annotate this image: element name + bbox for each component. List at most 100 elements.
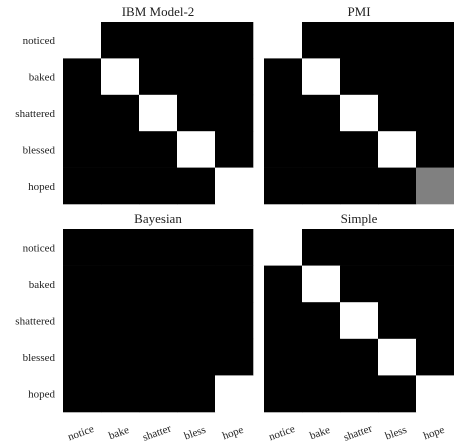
column-label: bake: [107, 424, 131, 442]
heatmap-cell: [139, 229, 178, 266]
heatmap-cell: [302, 302, 341, 340]
heatmap-cell: [139, 58, 178, 96]
heatmap-cell: [302, 338, 341, 376]
heatmap-cell: [416, 229, 454, 266]
row-label: blessed: [23, 352, 56, 364]
column-label: shatter: [342, 422, 374, 443]
row-label: shattered: [15, 108, 55, 120]
heatmap-cell: [63, 302, 102, 340]
heatmap-cell: [101, 22, 140, 59]
heatmap-panel: PMI: [264, 4, 454, 205]
heatmap-cell: [416, 58, 454, 96]
heatmap-cell: [302, 375, 341, 413]
heatmap-cell: [416, 338, 454, 376]
heatmap-cell: [378, 265, 417, 303]
heatmap-cell: [101, 229, 140, 266]
heatmap-cell: [101, 167, 140, 205]
heatmap-cell: [416, 22, 454, 59]
heatmap-cell: [340, 338, 379, 376]
heatmap-cell: [177, 94, 216, 132]
heatmap-cell: [139, 302, 178, 340]
heatmap-cell: [378, 167, 417, 205]
heatmap-cell: [139, 94, 178, 132]
row-label: shattered: [15, 316, 55, 328]
heatmap-cell: [63, 94, 102, 132]
heatmap-cell: [302, 167, 341, 205]
row-label: hoped: [28, 389, 55, 401]
heatmap-cell: [302, 131, 341, 168]
heatmap-cell: [302, 94, 341, 132]
heatmap-cell: [416, 265, 454, 303]
heatmap-cell: [215, 22, 254, 59]
heatmap-cell: [177, 229, 216, 266]
panel-title: PMI: [347, 4, 370, 19]
heatmap-cell: [378, 375, 417, 413]
heatmap-cell: [378, 131, 417, 168]
heatmap-cell: [302, 265, 341, 303]
heatmap-cell: [139, 22, 178, 59]
heatmap-cell: [264, 167, 303, 205]
heatmap-cell: [340, 94, 379, 132]
heatmap-cell: [378, 338, 417, 376]
heatmap-cell: [215, 375, 254, 413]
heatmap-cell: [416, 131, 454, 168]
column-label: hope: [422, 424, 446, 443]
heatmap-cell: [215, 167, 254, 205]
heatmap-cell: [264, 375, 303, 413]
heatmap-panel: IBM Model-2 noticed baked shattered blessed h…: [15, 4, 254, 205]
heatmap-cell: [101, 131, 140, 168]
heatmap-cell: [63, 58, 102, 96]
heatmap-cell: [139, 338, 178, 376]
heatmap-panel: Bayesian noticed baked shattered blessed hope…: [15, 211, 254, 444]
heatmap-cell: [378, 302, 417, 340]
heatmap-cell: [215, 94, 254, 132]
column-label: notice: [66, 423, 95, 444]
heatmap-cell: [63, 167, 102, 205]
heatmap-cell: [139, 131, 178, 168]
heatmap-cell: [416, 167, 454, 205]
heatmap-cell: [101, 338, 140, 376]
heatmap-cell: [177, 22, 216, 59]
heatmap-cell: [340, 375, 379, 413]
heatmap-cell: [378, 94, 417, 132]
heatmap-cell: [264, 302, 303, 340]
row-label: blessed: [23, 144, 56, 156]
heatmap-cell: [63, 375, 102, 413]
heatmap-cell: [378, 229, 417, 266]
heatmap-cell: [302, 22, 341, 59]
heatmap-cell: [215, 58, 254, 96]
heatmap-cell: [378, 22, 417, 59]
heatmap-cell: [177, 58, 216, 96]
heatmap-cell: [340, 58, 379, 96]
heatmap-cell: [215, 229, 254, 266]
heatmap-cell: [101, 375, 140, 413]
heatmap-cell: [101, 302, 140, 340]
heatmap-cell: [177, 265, 216, 303]
column-label: bless: [384, 424, 409, 443]
panel-title: Simple: [341, 211, 378, 226]
heatmap-cell: [264, 229, 303, 266]
heatmap-cell: [302, 58, 341, 96]
heatmap-cell: [63, 229, 102, 266]
heatmap-cell: [302, 229, 341, 266]
heatmap-cell: [340, 229, 379, 266]
column-label: bless: [183, 424, 208, 443]
column-label: shatter: [141, 422, 173, 443]
heatmap-cell: [264, 265, 303, 303]
heatmap-cell: [264, 58, 303, 96]
heatmap-cell: [101, 94, 140, 132]
row-label: hoped: [28, 181, 55, 193]
heatmap-cell: [215, 302, 254, 340]
column-label: hope: [221, 424, 245, 443]
heatmap-cell: [139, 167, 178, 205]
heatmap-cell: [101, 265, 140, 303]
heatmap-cell: [340, 167, 379, 205]
heatmap-cell: [63, 265, 102, 303]
heatmap-cell: [416, 94, 454, 132]
heatmap-cell: [215, 265, 254, 303]
heatmap-cell: [264, 131, 303, 168]
heatmap-cell: [63, 131, 102, 168]
column-label: notice: [267, 423, 296, 444]
heatmap-cell: [340, 302, 379, 340]
